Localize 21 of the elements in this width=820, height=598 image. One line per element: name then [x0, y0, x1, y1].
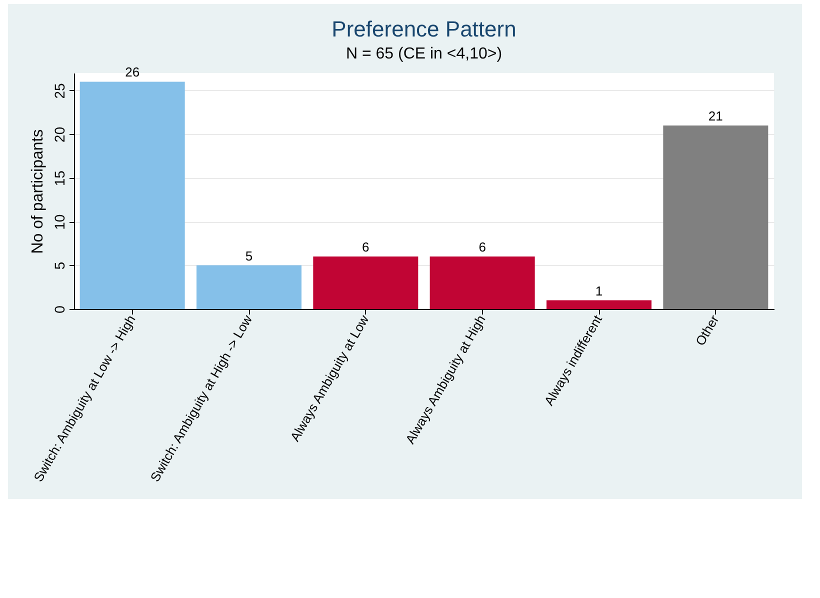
data-label: 5 — [245, 248, 253, 264]
y-tick-label: 15 — [52, 170, 68, 186]
data-label: 6 — [478, 240, 486, 255]
y-tick-label: 20 — [52, 126, 68, 142]
y-tick-label: 10 — [52, 214, 68, 230]
bar — [313, 256, 418, 309]
bar — [80, 82, 185, 309]
y-axis-title: No of participants — [30, 129, 46, 254]
bar — [196, 265, 302, 309]
data-label: 26 — [125, 64, 140, 80]
bar — [546, 300, 652, 309]
y-tick-label: 5 — [52, 262, 68, 270]
data-label: 1 — [595, 283, 603, 298]
bar — [663, 125, 768, 309]
data-label: 6 — [362, 240, 370, 255]
y-tick-label: 25 — [52, 82, 68, 99]
data-label: 21 — [708, 108, 723, 124]
bar — [430, 256, 535, 309]
y-tick-label: 0 — [52, 305, 68, 314]
chart-title: Preference Pattern — [332, 16, 516, 42]
chart-subtitle: N = 65 (CE in <4,10>) — [346, 46, 502, 63]
